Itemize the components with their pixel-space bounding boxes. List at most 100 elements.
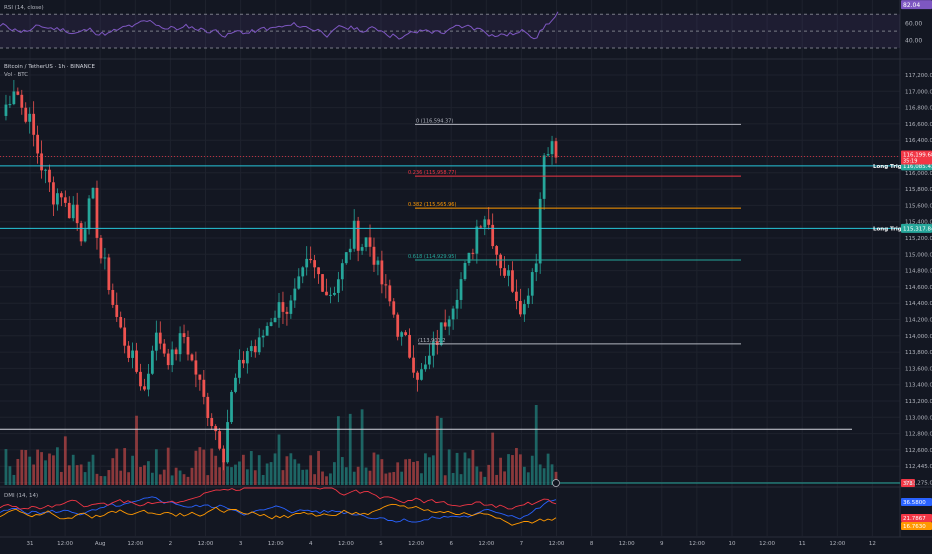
rsi-value-badge bbox=[901, 0, 932, 10]
time-tick-label: 12 bbox=[869, 541, 876, 547]
volume-bar bbox=[273, 453, 277, 485]
volume-bar bbox=[135, 415, 138, 485]
volume-bar bbox=[467, 458, 471, 485]
candle-body bbox=[135, 350, 138, 372]
volume-bar bbox=[158, 474, 162, 485]
candle-body bbox=[336, 279, 340, 293]
price-tick-label: 112,600.00 bbox=[905, 448, 932, 454]
time-tick-label: 12:00 bbox=[549, 541, 565, 547]
candle-body bbox=[313, 260, 316, 268]
volume-bar bbox=[63, 436, 67, 485]
candle-body bbox=[32, 113, 36, 135]
volume-bar bbox=[451, 472, 455, 485]
candle-body bbox=[447, 319, 451, 327]
volume-bar bbox=[40, 452, 43, 485]
volume-bar bbox=[336, 416, 340, 485]
volume-bar bbox=[32, 464, 36, 485]
volume-bar bbox=[554, 471, 558, 485]
candle-body bbox=[297, 276, 301, 289]
volume-bar bbox=[420, 473, 423, 485]
last-price-text: 116,199.68 bbox=[903, 153, 932, 159]
candle-body bbox=[542, 155, 546, 199]
candle-body bbox=[281, 302, 285, 312]
time-axis: 31 12:00 Aug 12:00 2 12:00 3 12:00 4 12:00 5 12:00 6… bbox=[27, 541, 876, 547]
volume-bar bbox=[392, 472, 396, 485]
volume-bar bbox=[281, 470, 285, 485]
candle-body bbox=[455, 299, 459, 309]
volume-bar bbox=[301, 469, 305, 485]
candle-body bbox=[408, 334, 411, 358]
candle-body bbox=[154, 332, 158, 351]
volume-bar bbox=[210, 448, 214, 485]
candle-body bbox=[249, 346, 253, 352]
volume-bar bbox=[348, 413, 352, 485]
volume-bar bbox=[435, 415, 439, 485]
dmi-badge bbox=[901, 498, 932, 506]
candle-body bbox=[261, 335, 265, 338]
volume-bar bbox=[230, 467, 233, 485]
dmi-badge bbox=[901, 514, 932, 522]
volume-bar bbox=[194, 450, 198, 485]
price-tick-label: 112,800.00 bbox=[905, 432, 932, 438]
time-tick-label: 6 bbox=[449, 541, 453, 547]
candle-body bbox=[238, 359, 241, 378]
dmi-line bbox=[0, 503, 557, 526]
volume-bar bbox=[238, 461, 241, 485]
volume-bar bbox=[115, 448, 119, 485]
volume-bar bbox=[222, 461, 225, 485]
candle-body bbox=[222, 448, 225, 463]
candle-body bbox=[519, 300, 522, 315]
trigger-badge-text: 116,085.43 bbox=[903, 164, 932, 170]
volume-bar bbox=[8, 466, 12, 485]
candle-body bbox=[245, 351, 249, 364]
bottom-badge-text: 378 bbox=[903, 481, 913, 487]
volume-bar bbox=[131, 455, 134, 485]
time-tick-label: 12:00 bbox=[478, 541, 494, 547]
candle-body bbox=[44, 169, 47, 171]
candle-body bbox=[321, 274, 324, 292]
volume-bar bbox=[214, 455, 218, 485]
volume-bar bbox=[550, 464, 554, 485]
volume-bar bbox=[404, 459, 408, 485]
dmi-badge bbox=[901, 522, 932, 530]
candle-body bbox=[202, 379, 206, 397]
volume-bars bbox=[4, 405, 558, 485]
candle-body bbox=[392, 301, 396, 315]
trigger-label: Long Trigger bbox=[873, 164, 912, 170]
volume-bar bbox=[344, 467, 348, 485]
candle-body bbox=[40, 153, 43, 171]
candle-body bbox=[107, 257, 111, 290]
volume-bar bbox=[503, 471, 506, 485]
candle-body bbox=[79, 223, 83, 242]
volume-bar bbox=[12, 474, 16, 485]
candle-body bbox=[115, 304, 119, 317]
rsi-title: RSI (14, close) bbox=[4, 5, 44, 11]
candle-body bbox=[52, 182, 55, 205]
time-tick-label: 12:00 bbox=[619, 541, 635, 547]
candle-body bbox=[424, 364, 427, 370]
volume-bar bbox=[150, 472, 154, 485]
time-tick-label: 12:00 bbox=[338, 541, 354, 547]
volume-bar bbox=[87, 461, 91, 485]
candle-body bbox=[530, 272, 534, 296]
candles bbox=[4, 79, 558, 471]
volume-bar bbox=[495, 474, 499, 485]
event-marker bbox=[552, 479, 560, 487]
symbol-title: Bitcoin / TetherUS · 1h · BINANCE bbox=[4, 64, 96, 70]
volume-bar bbox=[67, 465, 71, 485]
candle-body bbox=[170, 349, 174, 366]
dmi-badge-text: 16.7630 bbox=[903, 524, 926, 530]
volume-bar bbox=[127, 472, 131, 485]
fib-level-label: 0 (116,594.37) bbox=[416, 118, 453, 124]
candle-body bbox=[139, 371, 142, 387]
volume-bar bbox=[269, 462, 273, 485]
dmi-pane: 36.5800 21.7867 16.7630 bbox=[0, 487, 932, 530]
candle-body bbox=[147, 373, 150, 390]
candle-body bbox=[162, 343, 166, 354]
volume-bar bbox=[534, 405, 538, 485]
candle-body bbox=[404, 332, 408, 335]
volume-bar bbox=[91, 454, 95, 485]
candle-body bbox=[174, 349, 178, 355]
candle-body bbox=[71, 204, 75, 219]
